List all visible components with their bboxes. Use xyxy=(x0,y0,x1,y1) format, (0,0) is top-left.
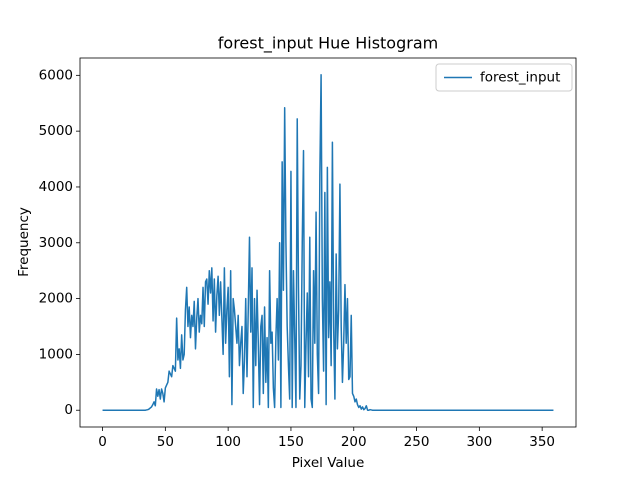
y-tick-label: 5000 xyxy=(39,123,73,139)
x-tick-label: 150 xyxy=(278,434,304,450)
y-tick-label: 1000 xyxy=(39,346,73,362)
chart-title: forest_input Hue Histogram xyxy=(218,34,438,54)
y-tick-label: 3000 xyxy=(39,235,73,251)
x-axis-label: Pixel Value xyxy=(292,455,365,471)
y-tick-label: 2000 xyxy=(39,291,73,307)
x-tick-label: 300 xyxy=(466,434,492,450)
x-tick-label: 200 xyxy=(341,434,367,450)
data-line xyxy=(102,74,554,411)
plot-frame xyxy=(79,57,577,428)
y-axis-label: Frequency xyxy=(16,207,32,277)
y-tick-label: 0 xyxy=(64,402,73,418)
legend-label: forest_input xyxy=(480,70,560,86)
x-tick-label: 100 xyxy=(215,434,241,450)
y-tick-label: 4000 xyxy=(39,179,73,195)
x-tick-label: 350 xyxy=(529,434,555,450)
legend-box xyxy=(435,63,573,92)
x-tick-label: 0 xyxy=(98,434,107,450)
x-tick-label: 250 xyxy=(404,434,430,450)
x-tick-label: 50 xyxy=(157,434,174,450)
y-tick-label: 6000 xyxy=(39,67,73,83)
